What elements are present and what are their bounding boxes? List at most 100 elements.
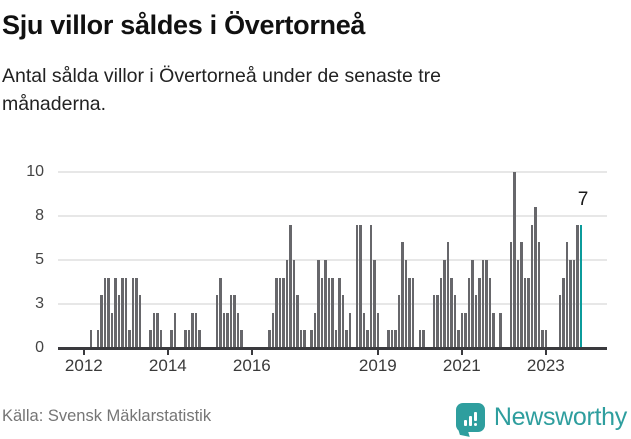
- source-caption: Källa: Svensk Mäklarstatistik: [2, 407, 212, 425]
- bar: [485, 260, 488, 348]
- bar: [271, 312, 275, 348]
- bar: [100, 295, 103, 348]
- bar: [341, 295, 345, 348]
- bar: [527, 277, 530, 348]
- bar: [562, 277, 565, 348]
- bar: [541, 330, 544, 348]
- bar: [478, 277, 481, 348]
- x-axis-label: 2012: [64, 356, 103, 375]
- bar: [411, 277, 415, 348]
- bar: [96, 330, 100, 348]
- newsworthy-wordmark: Newsworthy: [493, 403, 627, 431]
- bar: [474, 295, 478, 348]
- bar: [432, 295, 436, 348]
- x-axis-tick: [544, 350, 547, 355]
- bar: [233, 295, 236, 348]
- bar: [327, 277, 331, 348]
- bar: [488, 277, 492, 348]
- bar: [418, 330, 422, 348]
- bar: [439, 277, 443, 348]
- bar: [390, 330, 394, 348]
- gridline: [58, 259, 607, 261]
- bar: [576, 224, 579, 348]
- x-axis-line: [58, 347, 607, 350]
- bar: [523, 277, 527, 348]
- bar: [299, 330, 303, 348]
- bar: [103, 277, 107, 348]
- page-title: Sju villor såldes i Övertorneå: [2, 10, 366, 40]
- y-axis-label: 10: [26, 163, 44, 180]
- last-value-annotation: 7: [577, 189, 589, 210]
- bar: [173, 312, 177, 348]
- newsworthy-logo: Newsworthy: [455, 403, 627, 432]
- bar: [366, 330, 369, 348]
- bar: [453, 295, 457, 348]
- chart-subtitle: Antal sålda villor i Övertorneå under de…: [2, 65, 441, 115]
- bar: [124, 277, 128, 348]
- bar: [436, 295, 439, 348]
- x-axis-tick: [376, 350, 379, 355]
- bar: [572, 260, 576, 348]
- bar: [138, 295, 142, 348]
- bar: [289, 224, 292, 348]
- bar: [359, 224, 362, 348]
- bar: [401, 242, 404, 348]
- bar: [159, 330, 163, 348]
- bar: [191, 312, 194, 348]
- bar: [394, 330, 397, 348]
- bar: [376, 312, 380, 348]
- bar: [464, 312, 467, 348]
- bar: [313, 312, 317, 348]
- bar: [569, 260, 572, 348]
- bar: [513, 172, 516, 348]
- bar: [558, 295, 562, 348]
- bar: [89, 330, 93, 348]
- bar: [107, 277, 110, 348]
- bar: [362, 312, 366, 348]
- bar: [457, 330, 460, 348]
- x-axis-label: 2019: [358, 356, 397, 375]
- bar-chart: Sju villor såldes i Övertorneå Antal sål…: [2, 10, 607, 375]
- bar: [184, 330, 187, 348]
- bar: [292, 260, 296, 348]
- bar: [152, 312, 156, 348]
- y-axis-label: 5: [35, 251, 44, 268]
- bar: [156, 312, 159, 348]
- y-axis-label: 0: [35, 339, 44, 356]
- bar: [373, 260, 376, 348]
- bar: [530, 224, 534, 348]
- gridline: [58, 171, 607, 173]
- bar: [117, 295, 121, 348]
- bar: [492, 312, 495, 348]
- bar: [334, 330, 338, 348]
- bar: [219, 277, 222, 348]
- bar: [296, 295, 299, 348]
- bar: [387, 330, 390, 348]
- bar: [282, 277, 285, 348]
- y-axis-label: 8: [35, 207, 44, 224]
- bar: [345, 330, 348, 348]
- bar: [128, 330, 131, 348]
- bar: [520, 242, 523, 348]
- bar: [534, 207, 537, 348]
- bar: [404, 260, 408, 348]
- bar: [135, 277, 138, 348]
- bar: [131, 277, 135, 348]
- newsworthy-bubble-chart-icon: [455, 403, 485, 432]
- bar: [198, 330, 201, 348]
- bar: [565, 242, 569, 348]
- x-axis-tick: [166, 350, 169, 355]
- bar: [467, 277, 471, 348]
- x-axis-tick: [82, 350, 85, 355]
- bar: [355, 224, 359, 348]
- bar: [226, 312, 229, 348]
- bar: [338, 277, 341, 348]
- bar: [422, 330, 425, 348]
- bar: [229, 295, 233, 348]
- bar: [303, 330, 306, 348]
- bar: [369, 224, 373, 348]
- x-axis-label: 2021: [442, 356, 481, 375]
- bar: [509, 242, 513, 348]
- bar: [397, 295, 401, 348]
- bar: [446, 242, 450, 348]
